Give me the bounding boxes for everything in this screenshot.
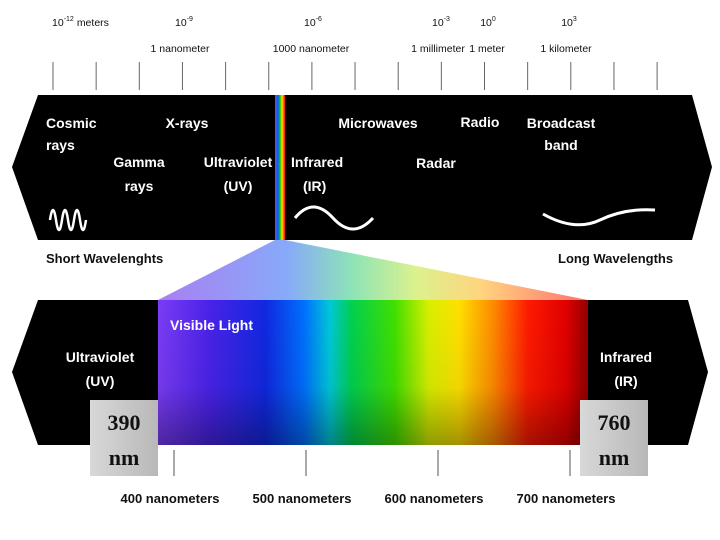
scale-name: 1 meter [469,43,505,55]
nm-tick-label: 600 nanometers [385,491,484,506]
band-label: Broadcast band [527,115,596,153]
medium-wave-icon [293,205,375,231]
label-line: (IR) [303,178,326,194]
band-label: X-rays [166,115,209,131]
band-label: Cosmic rays [46,115,97,153]
visible-ir-label: Infrared (IR) [600,349,652,389]
visible-shade [158,300,588,445]
label-line: nm [109,445,140,470]
band-label: Infrared (IR) [291,154,343,194]
upper-limit-box [580,400,648,476]
label-line: band [544,137,577,153]
upper-limit-label: 760 nm [598,410,631,470]
nanometer-ticks: 400 nanometers 500 nanometers 600 nanomete… [121,450,616,506]
label-line: (UV) [224,178,253,194]
label-line: 390 [108,410,141,435]
band-labels: Cosmic rays X-rays Microwaves Radio Broad… [46,114,596,194]
label-line: (IR) [614,373,637,389]
scale-power: 100 [480,16,496,29]
power-base: 10 [480,17,492,29]
scale-name: 1000 nanometer [273,43,350,55]
label-line: Infrared [291,154,343,170]
scale-power: 10-9 [175,16,193,29]
power-base: 10 [561,17,573,29]
label-line: Cosmic [46,115,97,131]
label-line: Infrared [600,349,652,365]
scale-name: 1 kilometer [540,43,592,55]
label-line: rays [46,137,75,153]
short-wavelengths-label: Short Wavelenghts [46,251,163,266]
short-wave-icon [48,208,88,232]
label-line: nm [599,445,630,470]
scale-power: 10-6 [304,16,322,29]
visible-slice [275,95,285,240]
scale-power: 10-12 meters [52,16,109,29]
scale-power: 103 [561,16,577,29]
scale-name: 1 nanometer [151,43,210,55]
band-label: Radio [461,114,500,130]
power-base: 10 [432,17,444,29]
long-wave-icon [542,208,656,227]
nm-tick-label: 500 nanometers [253,491,352,506]
band-label: Radar [416,155,456,171]
visible-fan [158,240,588,300]
spectrum-band [12,95,712,240]
power-exponent: 3 [573,16,577,23]
nm-tick-label: 400 nanometers [121,491,220,506]
power-exponent: -3 [444,16,450,23]
band-label: Gamma rays [113,154,165,194]
power-exponent: -12 [64,16,74,23]
label-line: 760 [598,410,631,435]
long-wavelengths-label: Long Wavelengths [558,251,673,266]
band-label: Ultraviolet (UV) [204,154,273,194]
visible-title: Visible Light [170,317,253,333]
band-label: Microwaves [338,115,418,131]
visible-uv-label: Ultraviolet (UV) [66,349,135,389]
power-unit: meters [77,17,109,29]
power-base: 10 [52,17,64,29]
label-line: rays [125,178,154,194]
lower-limit-box [90,400,158,476]
scale-power: 10-3 [432,16,450,29]
label-line: Ultraviolet [204,154,273,170]
power-exponent: 0 [492,16,496,23]
power-base: 10 [175,17,187,29]
scale-ticks [52,62,658,90]
label-line: (UV) [86,373,115,389]
power-exponent: -9 [187,16,193,23]
lower-limit-label: 390 nm [108,410,141,470]
power-base: 10 [304,17,316,29]
nm-tick-label: 700 nanometers [517,491,616,506]
scale-name: 1 millimeter [411,43,465,55]
label-line: Gamma [113,154,165,170]
label-line: Ultraviolet [66,349,135,365]
label-line: Broadcast [527,115,596,131]
power-exponent: -6 [316,16,322,23]
